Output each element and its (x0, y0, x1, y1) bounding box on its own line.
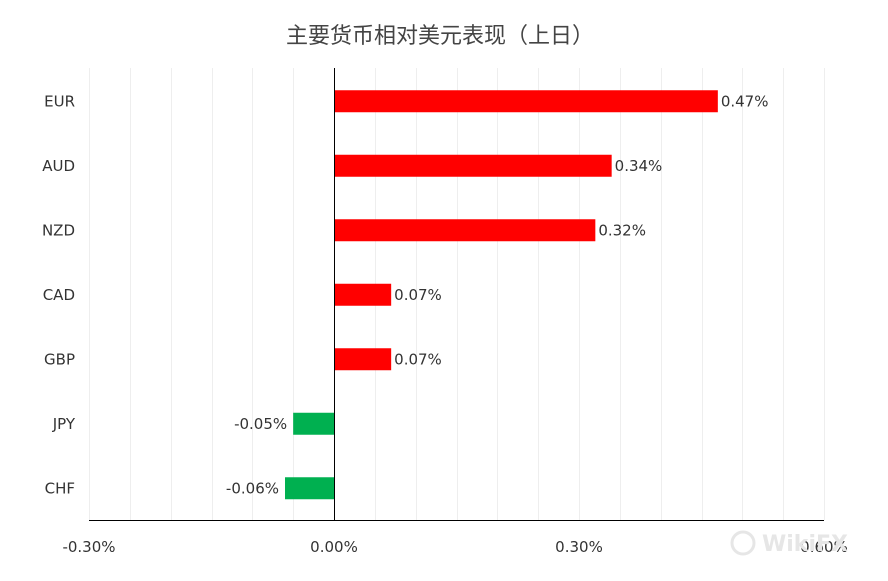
bars (285, 90, 718, 500)
axes (89, 68, 824, 521)
data-label: 0.47% (721, 92, 769, 110)
category-label: GBP (44, 350, 75, 368)
bar-nzd (334, 219, 596, 242)
bar-gbp (334, 348, 392, 371)
labels: 0.47% EUR 0.34% AUD 0.32% NZD 0.07% CAD 0.07% GBP… (42, 92, 848, 556)
watermark: WikiFX (730, 530, 848, 557)
chart-title: 主要货币相对美元表现（上日） (286, 24, 594, 49)
x-tick-label: 0.00% (310, 538, 358, 556)
category-label: NZD (42, 221, 75, 239)
category-label: EUR (44, 92, 75, 110)
x-tick-label: -0.30% (62, 538, 115, 556)
category-label: CHF (45, 479, 75, 497)
bar-eur (334, 90, 718, 113)
watermark-text: WikiFX (762, 532, 848, 557)
watermark-logo-icon (730, 530, 756, 556)
bar-cad (334, 283, 392, 306)
category-label: JPY (52, 415, 76, 433)
data-label: 0.07% (394, 350, 442, 368)
grid-lines (89, 68, 825, 520)
x-tick-label: 0.60% (800, 538, 848, 556)
data-label: 0.32% (598, 221, 646, 239)
category-label: AUD (42, 157, 75, 175)
data-label: -0.05% (234, 415, 287, 433)
data-label: 0.34% (615, 157, 663, 175)
bar-chf (285, 477, 334, 500)
bar-jpy (293, 412, 334, 435)
category-label: CAD (43, 286, 75, 304)
x-tick-label: 0.30% (555, 538, 603, 556)
bar-aud (334, 154, 612, 177)
data-label: 0.07% (394, 286, 442, 304)
data-label: -0.06% (226, 479, 279, 497)
